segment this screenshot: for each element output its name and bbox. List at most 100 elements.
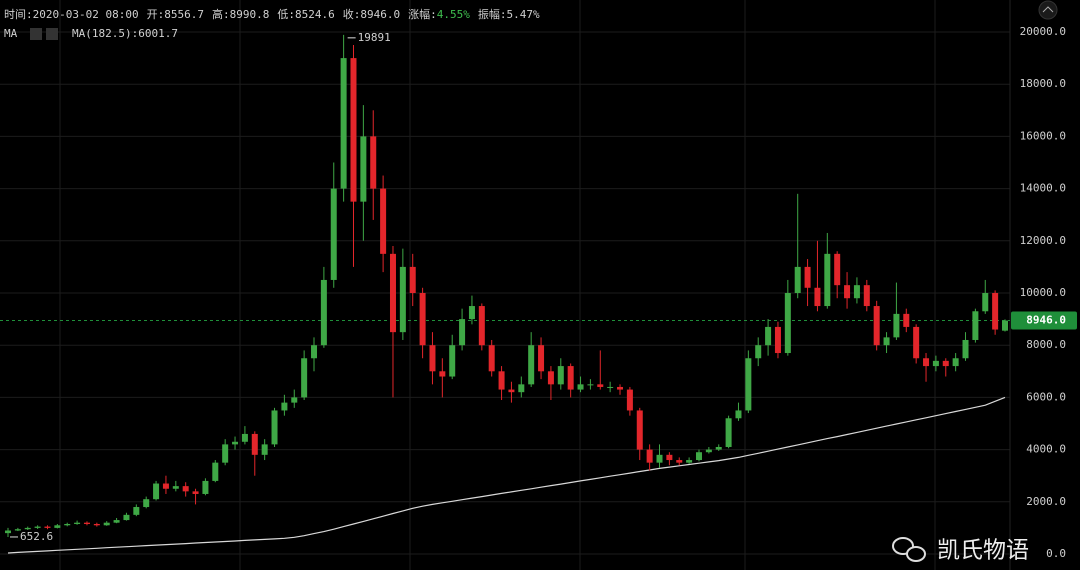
candle-body <box>162 483 169 489</box>
current-price-label: 8946.0 <box>1026 314 1066 327</box>
candle-body <box>577 384 584 390</box>
candle-body <box>528 345 535 385</box>
candle-body <box>844 285 851 299</box>
candle-body <box>429 345 436 372</box>
candle-body <box>409 266 416 293</box>
y-tick-label: 6000.0 <box>1026 390 1066 403</box>
candle-body <box>745 358 752 411</box>
watermark-text: 凯氏物语 <box>937 538 1029 564</box>
candle-body <box>271 410 278 445</box>
candle-body <box>942 360 949 367</box>
candle-body <box>903 313 910 327</box>
info-value: 2020-03-02 08:00 <box>33 8 139 21</box>
candle-body <box>34 526 41 528</box>
y-tick-label: 14000.0 <box>1020 182 1066 195</box>
candle-body <box>982 292 989 312</box>
y-tick-label: 8000.0 <box>1026 338 1066 351</box>
candle-body <box>123 514 130 521</box>
candle-body <box>133 507 140 515</box>
candle-body <box>814 287 821 307</box>
candle-body <box>488 345 495 372</box>
candle-body <box>291 397 298 403</box>
info-value: 8990.8 <box>230 8 270 21</box>
candle-body <box>172 486 179 489</box>
candle-body <box>320 279 327 346</box>
collapse-button[interactable] <box>1038 0 1058 20</box>
candle-body <box>725 418 732 447</box>
candle-body <box>972 311 979 340</box>
candle-body <box>617 386 624 390</box>
candle-body <box>923 358 930 367</box>
candle-body <box>992 292 999 330</box>
y-tick-label: 0.0 <box>1046 547 1066 560</box>
info-key: 振幅: <box>478 7 507 21</box>
candle-body <box>153 483 160 500</box>
candle-body <box>478 306 485 346</box>
candle-body <box>715 446 722 450</box>
settings-button[interactable] <box>30 28 42 40</box>
candle-body <box>784 292 791 354</box>
y-tick-label: 10000.0 <box>1020 286 1066 299</box>
candle-body <box>241 433 248 442</box>
close-button[interactable] <box>46 28 58 40</box>
candle-body <box>646 449 653 463</box>
info-key: 低: <box>277 8 295 21</box>
candle-body <box>399 266 406 333</box>
y-tick-label: 20000.0 <box>1020 25 1066 38</box>
y-tick-label: 12000.0 <box>1020 234 1066 247</box>
candle-body <box>261 444 268 455</box>
candle-body <box>202 480 209 494</box>
candle-body <box>587 384 594 386</box>
candle-body <box>5 530 11 534</box>
candle-body <box>666 454 673 461</box>
info-value: 8946.0 <box>360 8 400 21</box>
candle-body <box>962 339 969 359</box>
candle-body <box>468 306 475 320</box>
candle-body <box>834 253 841 286</box>
candle-body <box>567 366 574 390</box>
ma-legend: MA(182.5):6001.7 <box>72 27 178 40</box>
info-line: 时间:2020-03-02 08:00 开:8556.7 高:8990.8 低:852… <box>4 7 540 21</box>
wechat-icon <box>892 537 914 555</box>
candle-body <box>439 371 446 377</box>
candle-body <box>557 366 564 385</box>
candle-body <box>360 136 367 202</box>
candle-body <box>686 460 693 463</box>
candle-body <box>952 358 959 367</box>
candle-body <box>538 345 545 372</box>
candle-body <box>459 319 466 346</box>
candle-body <box>14 529 21 531</box>
candle-body <box>24 527 31 530</box>
max-label: 19891 <box>358 31 391 44</box>
candle-body <box>182 486 189 492</box>
ma-line <box>7 396 1006 554</box>
candle-body <box>824 253 831 307</box>
wechat-icon <box>906 546 926 562</box>
candle-body <box>873 306 880 346</box>
candle-body <box>419 292 426 346</box>
candle-body <box>755 345 762 359</box>
candle-body <box>932 360 939 367</box>
candle-body <box>863 285 870 307</box>
candle-body <box>804 266 811 288</box>
candle-body <box>913 326 920 359</box>
candle-body <box>370 136 377 189</box>
info-key: 高: <box>212 7 230 21</box>
info-key: 开: <box>147 8 165 21</box>
candle-body <box>340 58 347 189</box>
candle-body <box>113 520 120 523</box>
candle-body <box>54 525 61 528</box>
info-key: 收: <box>343 7 361 21</box>
info-value: 4.55% <box>437 8 470 21</box>
candle-body <box>389 253 396 333</box>
candle-body <box>301 358 308 398</box>
indicator-label: MA <box>4 27 18 40</box>
candle-body <box>705 449 712 453</box>
info-value: 5.47% <box>506 8 539 21</box>
candle-body <box>656 454 663 463</box>
candle-body <box>330 188 337 280</box>
candle-body <box>281 402 288 411</box>
candle-body <box>212 462 219 481</box>
candle-body <box>93 523 100 526</box>
y-tick-label: 18000.0 <box>1020 77 1066 90</box>
